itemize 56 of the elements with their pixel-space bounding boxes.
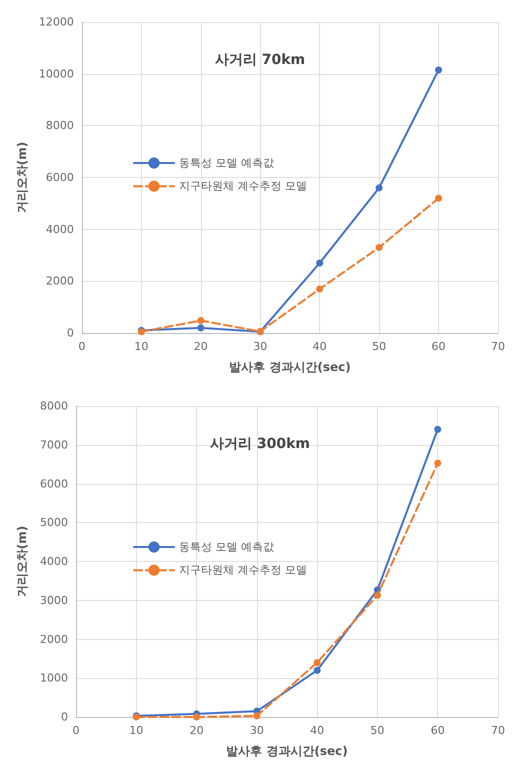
x-tick-label: 20 — [194, 340, 208, 353]
y-tick-label: 3000 — [40, 594, 68, 607]
legend-label: 지구타원체 계수추정 모델 — [179, 180, 307, 193]
x-tick-label: 10 — [129, 724, 144, 737]
legend-label: 동특성 모델 예측값 — [179, 540, 274, 554]
text: 사거리 70km — [214, 52, 306, 68]
y-tick-label: 2000 — [46, 274, 74, 288]
point — [197, 317, 204, 324]
y-tick-label: 6000 — [40, 477, 68, 490]
y-axis-title: 거리오차(m) — [15, 142, 29, 214]
y-axis-title: 거리오차(m) — [15, 526, 29, 598]
y-tick-label: 4000 — [46, 222, 74, 236]
y-tick-label: 5000 — [40, 516, 68, 530]
point — [435, 194, 442, 202]
legend-label: 동특성 모델 예측값 — [179, 156, 274, 170]
y-tick-label: 4000 — [40, 555, 68, 568]
point — [197, 324, 204, 332]
x-tick-label: 50 — [370, 724, 384, 737]
point — [193, 714, 200, 720]
y-tick-label: 2000 — [40, 632, 68, 646]
x-tick-label: 0 — [78, 340, 86, 353]
x-tick-label: 40 — [310, 724, 324, 737]
x-tick-label: 20 — [190, 724, 204, 737]
point — [314, 666, 321, 674]
y-tick-label: 7000 — [40, 438, 68, 452]
point — [314, 659, 321, 666]
x-tick-label: 30 — [253, 340, 268, 353]
x-tick-label: 50 — [372, 340, 386, 353]
x-tick-label: 10 — [134, 340, 148, 353]
x-tick-label: 30 — [250, 724, 264, 737]
y-tick-label: 8000 — [46, 119, 74, 132]
point — [434, 426, 442, 433]
point — [376, 184, 383, 192]
point — [376, 244, 383, 251]
y-tick-label: 10000 — [38, 67, 74, 80]
point — [434, 460, 442, 467]
x-tick-label: 70 — [491, 724, 505, 737]
y-tick-label: 1000 — [40, 672, 68, 685]
point — [435, 66, 442, 74]
text: 사거리 300km — [210, 436, 310, 452]
x-tick-label: 60 — [432, 340, 446, 353]
x-tick-label: 60 — [430, 724, 445, 737]
x-tick-label: 40 — [312, 340, 327, 353]
x-tick-label: 70 — [491, 340, 505, 353]
x-axis-title: 발사후 경과시간(sec) — [229, 360, 351, 374]
x-axis-title: 발사후 경과시간(sec) — [226, 744, 348, 758]
point — [316, 285, 324, 292]
point — [316, 260, 324, 267]
point — [253, 712, 260, 720]
y-tick-label: 8000 — [40, 400, 68, 412]
y-tick-label: 0 — [61, 710, 68, 724]
y-tick-label: 0 — [66, 326, 74, 340]
point — [374, 592, 381, 599]
legend-label: 지구타원체 계수추정 모델 — [179, 564, 307, 577]
y-tick-label: 12000 — [38, 16, 74, 28]
y-tick-label: 6000 — [46, 171, 74, 184]
